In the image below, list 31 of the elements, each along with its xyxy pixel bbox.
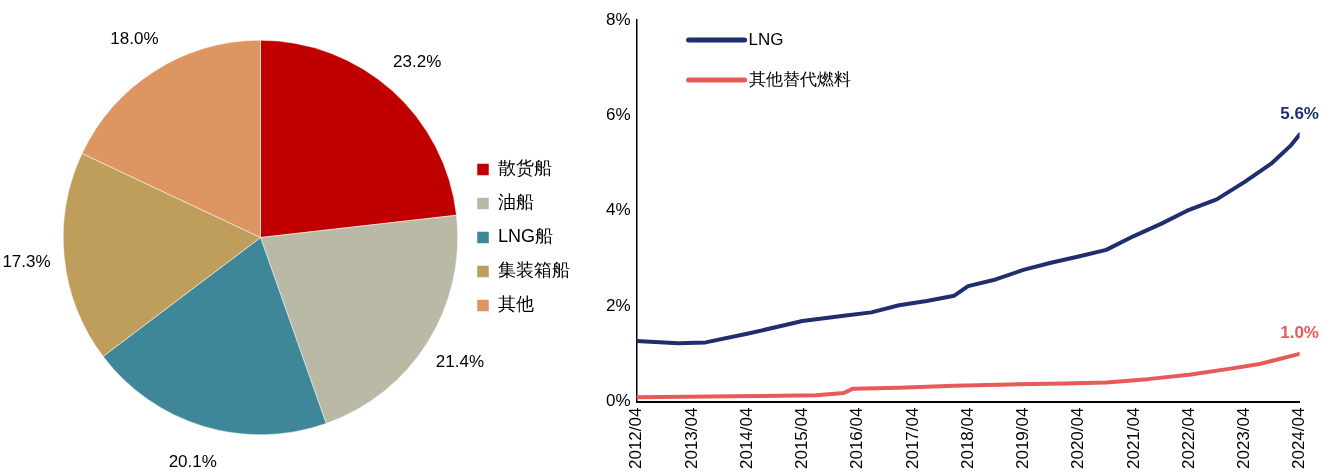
legend-label: LNG bbox=[748, 29, 784, 49]
x-tick-label: 2019/04 bbox=[1013, 407, 1033, 469]
x-tick-label: 2014/04 bbox=[736, 407, 756, 469]
y-tick-label: 2% bbox=[605, 295, 631, 315]
y-tick-label: 8% bbox=[605, 9, 631, 29]
legend-label: 集装箱船 bbox=[498, 260, 570, 281]
x-tick-label: 2021/04 bbox=[1123, 407, 1143, 469]
x-tick-label: 2012/04 bbox=[626, 407, 646, 469]
data-label: 21.4% bbox=[435, 351, 485, 371]
legend-label: 散货船 bbox=[498, 158, 552, 179]
x-tick-label: 2015/04 bbox=[792, 407, 812, 469]
legend-label: 其他 bbox=[498, 294, 534, 315]
data-label: 1.0% bbox=[1280, 323, 1319, 343]
data-label: 20.1% bbox=[168, 452, 217, 472]
data-label: 23.2% bbox=[393, 51, 442, 71]
data-label: 18.0% bbox=[110, 28, 159, 48]
legend-label: 其他替代燃料 bbox=[748, 69, 851, 89]
x-tick-label: 2024/04 bbox=[1289, 407, 1309, 469]
x-tick-label: 2018/04 bbox=[957, 407, 977, 469]
x-tick-label: 2016/04 bbox=[847, 407, 867, 469]
legend-label: LNG船 bbox=[498, 226, 554, 247]
x-tick-label: 2017/04 bbox=[902, 407, 922, 469]
x-tick-label: 2013/04 bbox=[681, 407, 701, 469]
data-label: 5.6% bbox=[1280, 103, 1319, 123]
x-tick-label: 2022/04 bbox=[1178, 407, 1198, 469]
x-tick-label: 2023/04 bbox=[1234, 407, 1254, 469]
y-tick-label: 4% bbox=[605, 200, 631, 220]
x-tick-label: 2020/04 bbox=[1068, 407, 1088, 469]
y-tick-label: 6% bbox=[605, 105, 631, 125]
data-label: 17.3% bbox=[2, 251, 51, 271]
legend-label: 油船 bbox=[498, 192, 534, 213]
